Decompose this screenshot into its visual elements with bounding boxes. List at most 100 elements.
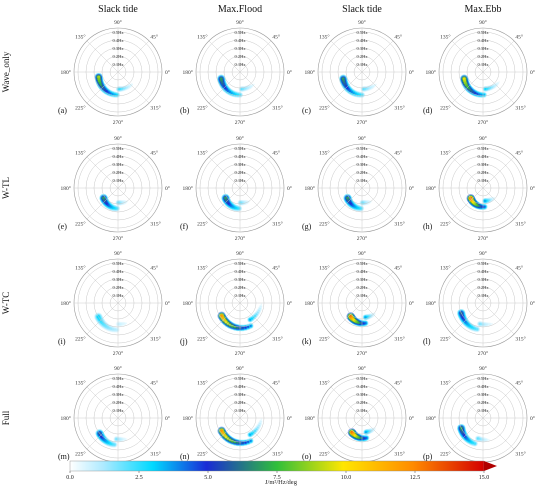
- energy-cell: [486, 323, 489, 326]
- direction-label: 315°: [272, 335, 282, 342]
- direction-spoke: [330, 271, 363, 304]
- energy-cell: [259, 307, 261, 310]
- energy-cell: [470, 89, 473, 93]
- energy-cell: [127, 85, 130, 88]
- energy-cell: [241, 441, 245, 445]
- energy-cell: [259, 422, 261, 425]
- direction-spoke: [208, 156, 241, 189]
- direction-label: 180°: [426, 415, 436, 422]
- polar-grid: [438, 27, 528, 117]
- spectrum-energy: [457, 308, 493, 333]
- direction-label: 270°: [478, 119, 488, 126]
- direction-label: 45°: [394, 265, 402, 272]
- direction-spoke: [208, 71, 241, 104]
- direction-label: 45°: [150, 34, 158, 41]
- direction-label: 90°: [236, 19, 244, 26]
- frequency-label: 0.1Hz: [356, 293, 367, 298]
- frequency-label: 0.2Hz: [477, 170, 488, 175]
- direction-label: 90°: [358, 19, 366, 26]
- direction-label: 315°: [515, 104, 525, 111]
- frequency-label: 0.2Hz: [234, 285, 245, 290]
- polar-grid: [195, 27, 285, 117]
- frequency-label: 0.4Hz: [356, 154, 367, 159]
- frequency-label: 0.3Hz: [477, 162, 488, 167]
- panel-label: (j): [180, 337, 188, 346]
- energy-cell: [245, 87, 248, 90]
- polar-grid: [195, 143, 285, 233]
- energy-cell: [254, 429, 257, 432]
- energy-cell: [119, 87, 122, 91]
- energy-cell: [242, 87, 245, 90]
- direction-label: 270°: [478, 350, 488, 357]
- frequency-label: 0.4Hz: [477, 38, 488, 43]
- direction-spoke: [482, 40, 515, 73]
- direction-label: 90°: [358, 250, 366, 257]
- direction-spoke: [239, 386, 272, 419]
- spectrum-panel: 90°45°0°315°270°225°180°135°0.5Hz0.4Hz0.…: [58, 365, 170, 472]
- frequency-label: 0.4Hz: [234, 384, 245, 389]
- energy-cell: [484, 323, 487, 326]
- direction-label: 180°: [61, 185, 71, 192]
- direction-spoke: [330, 417, 363, 450]
- frequency-label: 0.1Hz: [112, 408, 123, 413]
- direction-spoke: [117, 40, 150, 73]
- polar-grid: [195, 258, 285, 348]
- direction-spoke: [451, 40, 484, 73]
- direction-spoke: [330, 386, 363, 419]
- direction-spoke: [361, 187, 394, 220]
- panel-label: (g): [302, 222, 312, 231]
- energy-cell: [115, 328, 118, 331]
- row-label: Full: [1, 410, 11, 425]
- direction-spoke: [330, 156, 363, 189]
- frequency-label: 0.3Hz: [112, 162, 123, 167]
- frequency-label: 0.4Hz: [356, 384, 367, 389]
- direction-spoke: [86, 187, 119, 220]
- direction-label: 315°: [150, 335, 160, 342]
- polar-grid: [438, 258, 528, 348]
- direction-label: 270°: [235, 119, 245, 126]
- energy-cell: [243, 87, 246, 90]
- energy-cell: [240, 88, 243, 91]
- frequency-label: 0.2Hz: [356, 54, 367, 59]
- direction-spoke: [117, 71, 150, 104]
- energy-cell: [258, 309, 260, 312]
- direction-label: 90°: [358, 135, 366, 142]
- direction-label: 135°: [75, 34, 85, 41]
- frequency-label: 0.2Hz: [477, 285, 488, 290]
- direction-spoke: [86, 386, 119, 419]
- frequency-label: 0.3Hz: [356, 162, 367, 167]
- panel-label: (k): [302, 337, 312, 346]
- energy-cell: [486, 87, 489, 90]
- panel-label: (h): [423, 222, 433, 231]
- direction-label: 315°: [394, 450, 404, 457]
- frequency-label: 0.5Hz: [234, 146, 245, 151]
- energy-cell: [125, 322, 127, 325]
- direction-spoke: [208, 187, 241, 220]
- energy-cell: [111, 328, 115, 331]
- direction-label: 45°: [150, 150, 158, 157]
- direction-label: 315°: [515, 335, 525, 342]
- direction-label: 180°: [61, 300, 71, 307]
- direction-label: 90°: [358, 365, 366, 372]
- direction-spoke: [208, 271, 241, 304]
- direction-spoke: [482, 187, 515, 220]
- direction-label: 90°: [479, 365, 487, 372]
- direction-label: 90°: [236, 365, 244, 372]
- direction-label: 180°: [305, 300, 315, 307]
- direction-spoke: [361, 40, 394, 73]
- energy-cell: [483, 438, 486, 441]
- energy-cell: [249, 433, 252, 436]
- column-titles: Slack tide Max.Flood Slack tide Max.Ebb: [98, 4, 501, 15]
- direction-spoke: [361, 271, 394, 304]
- direction-label: 180°: [305, 185, 315, 192]
- direction-spoke: [482, 417, 515, 450]
- row-label: Wave_only: [1, 51, 11, 92]
- frequency-label: 0.2Hz: [112, 54, 123, 59]
- polar-grid: [317, 27, 407, 117]
- polar-grid: [73, 258, 163, 348]
- energy-cell: [369, 86, 371, 89]
- direction-label: 90°: [114, 19, 122, 26]
- frequency-label: 0.1Hz: [112, 62, 123, 67]
- energy-cell: [490, 86, 493, 89]
- energy-cell: [472, 90, 475, 94]
